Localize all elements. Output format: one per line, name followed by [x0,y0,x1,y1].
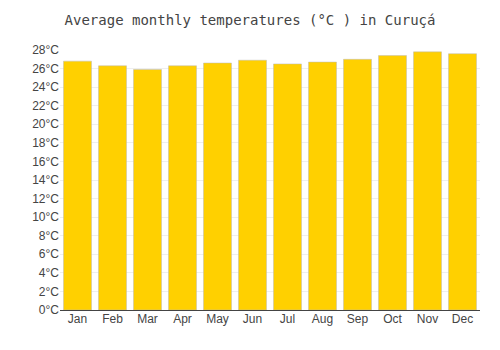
svg-text:Oct: Oct [383,312,402,326]
svg-text:10°C: 10°C [32,210,59,224]
svg-text:May: May [206,312,229,326]
svg-text:20°C: 20°C [32,117,59,131]
svg-text:12°C: 12°C [32,192,59,206]
svg-text:16°C: 16°C [32,155,59,169]
svg-text:Apr: Apr [173,312,192,326]
svg-text:24°C: 24°C [32,80,59,94]
svg-text:8°C: 8°C [39,229,59,243]
svg-text:Jan: Jan [68,312,87,326]
svg-text:28°C: 28°C [32,43,59,57]
svg-text:Average monthly temperatures (: Average monthly temperatures (°C ) in Cu… [65,12,436,28]
svg-text:2°C: 2°C [39,285,59,299]
svg-text:Dec: Dec [452,312,473,326]
svg-text:4°C: 4°C [39,266,59,280]
svg-text:Jul: Jul [280,312,295,326]
svg-text:Jun: Jun [243,312,262,326]
svg-text:14°C: 14°C [32,173,59,187]
svg-text:26°C: 26°C [32,62,59,76]
svg-text:18°C: 18°C [32,136,59,150]
svg-text:Aug: Aug [312,312,333,326]
svg-text:Feb: Feb [102,312,123,326]
svg-text:Nov: Nov [417,312,438,326]
svg-text:0°C: 0°C [39,303,59,317]
svg-text:6°C: 6°C [39,247,59,261]
svg-text:Mar: Mar [137,312,158,326]
svg-text:Sep: Sep [347,312,369,326]
svg-text:22°C: 22°C [32,99,59,113]
